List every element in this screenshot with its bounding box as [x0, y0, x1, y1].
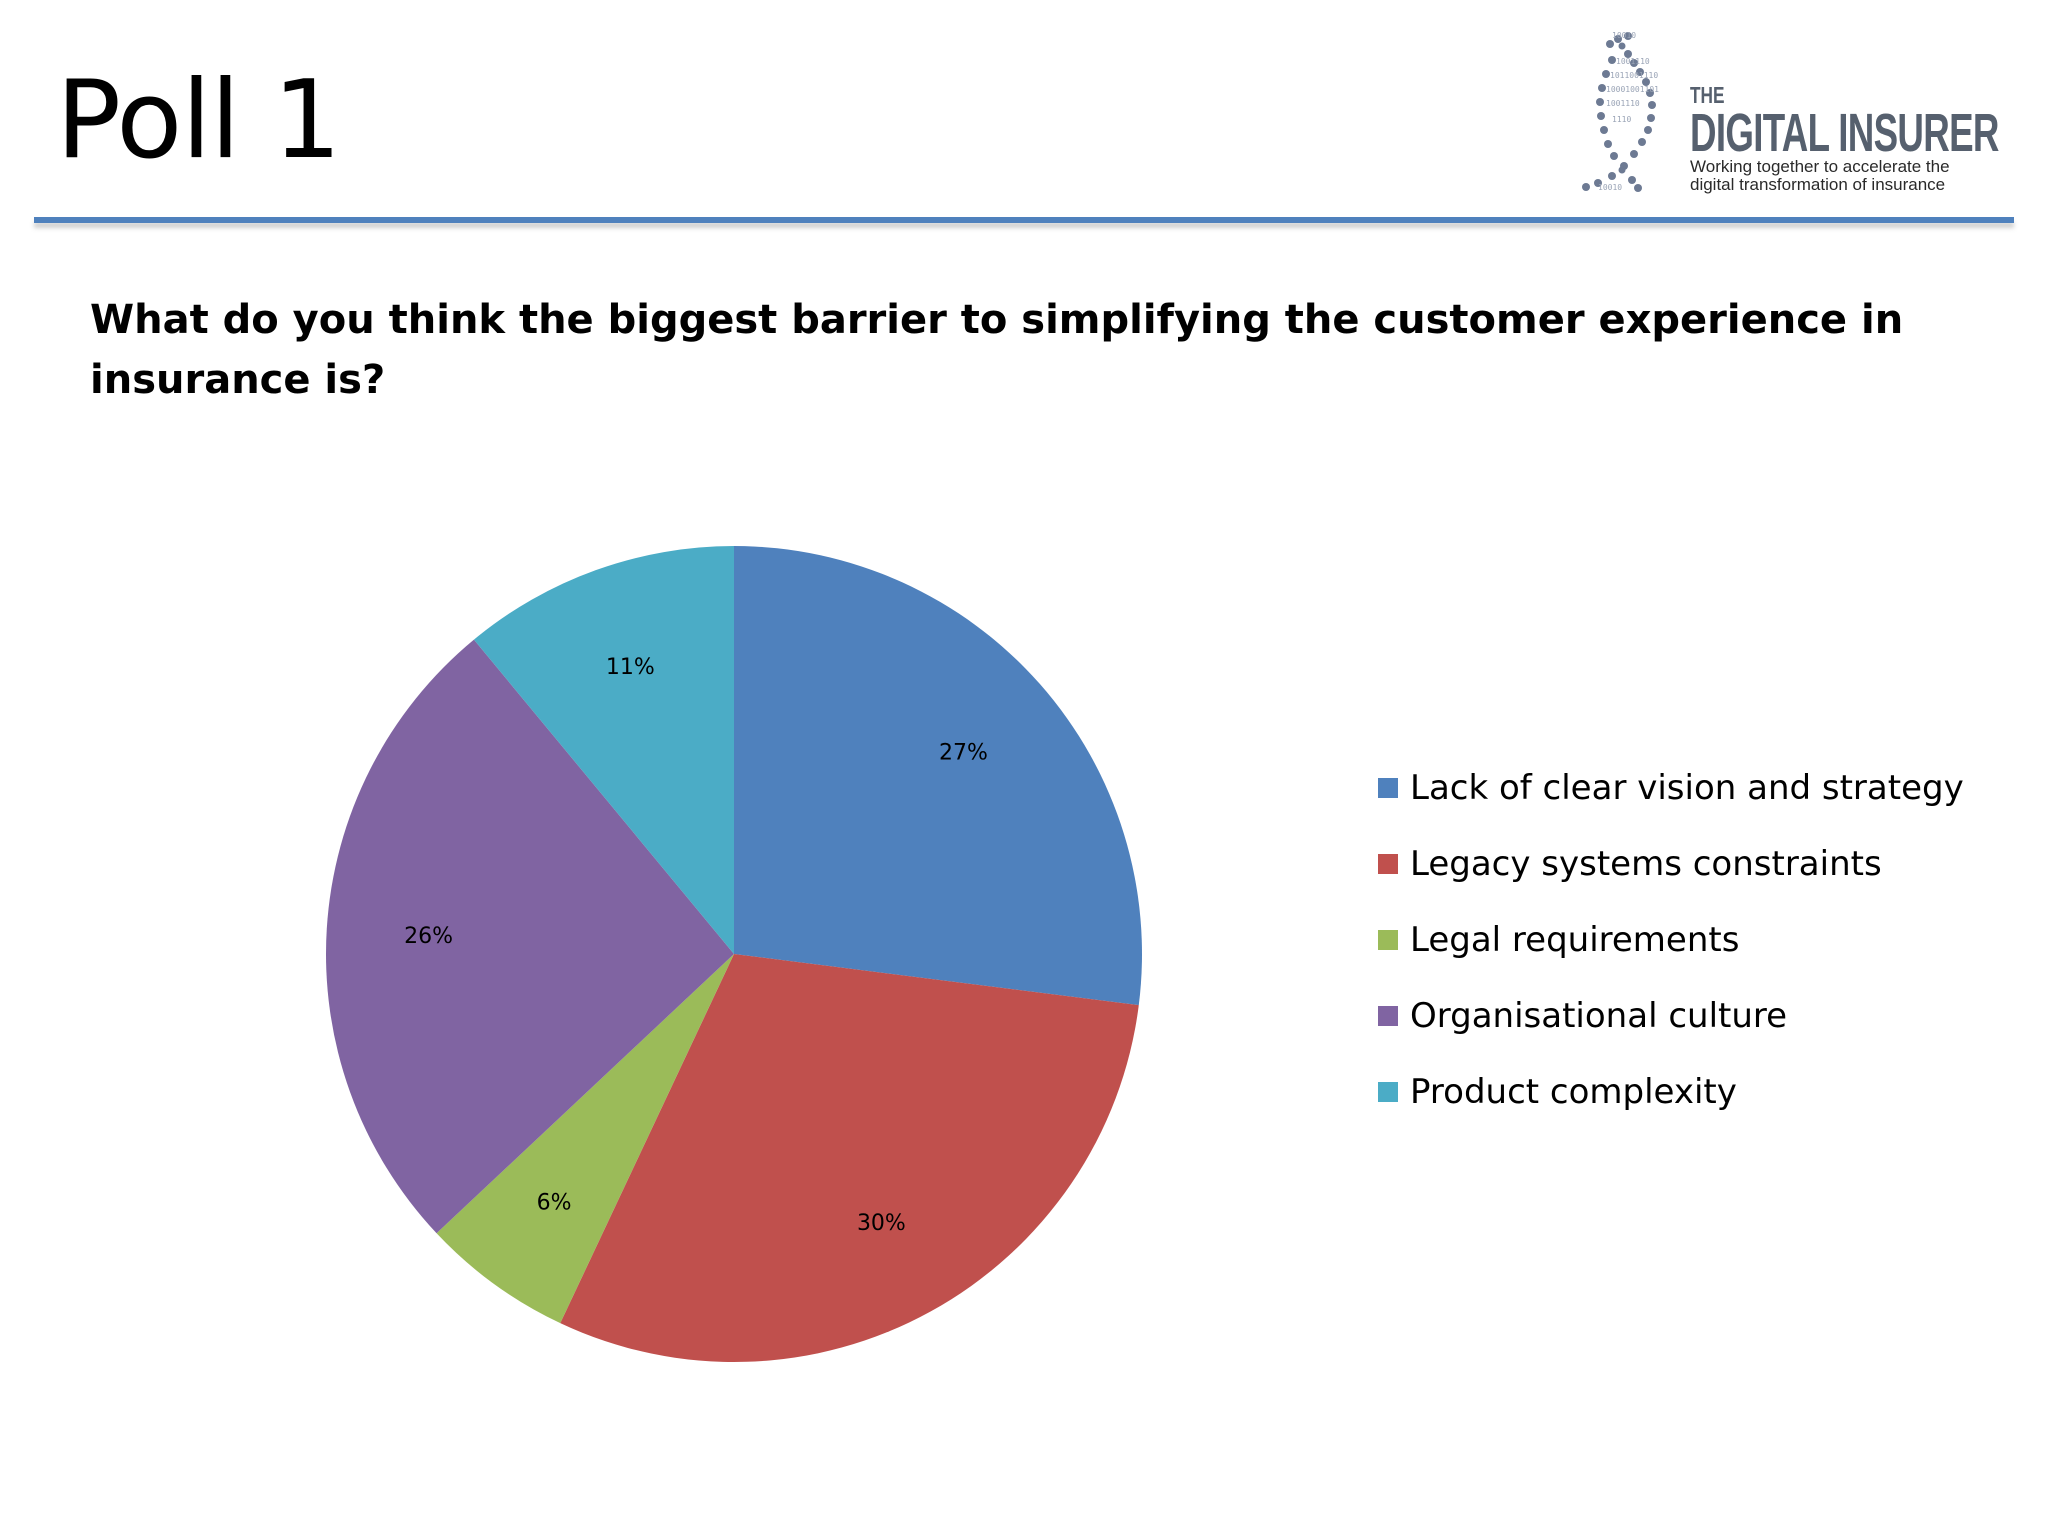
- legend-label-4: Product complexity: [1410, 1072, 1737, 1112]
- svg-text:10001001101: 10001001101: [1606, 85, 1659, 94]
- title-divider: [34, 217, 2014, 223]
- pie-data-labels: 27% 30% 6% 26% 11%: [404, 655, 988, 1236]
- poll-question: What do you think the biggest barrier to…: [90, 297, 1904, 403]
- chart-legend: Lack of clear vision and strategy Legacy …: [1378, 762, 1964, 1142]
- logo-tagline-line1: Working together to accelerate the: [1690, 157, 1950, 176]
- dna-helix-icon: 10010 1001110 1011001110 10001001101 100111…: [1582, 31, 1659, 192]
- logo-brand-small: THE: [1690, 82, 1725, 108]
- svg-text:10010: 10010: [1612, 31, 1636, 40]
- logo-tagline: Working together to accelerate the digit…: [1690, 158, 1950, 194]
- legend-swatch-4: [1378, 1082, 1398, 1102]
- svg-text:1110: 1110: [1612, 115, 1631, 124]
- legend-label-3: Organisational culture: [1410, 996, 1788, 1036]
- legend-item-0: Lack of clear vision and strategy: [1378, 762, 1964, 838]
- pie-slice-4: [473, 546, 734, 954]
- legend-swatch-0: [1378, 778, 1398, 798]
- logo-tagline-line2: digital transformation of insurance: [1690, 175, 1946, 194]
- legend-item-1: Legacy systems constraints: [1378, 838, 1964, 914]
- pie-slice-1: [560, 954, 1139, 1363]
- svg-text:1001110: 1001110: [1616, 57, 1650, 66]
- slide-title: Poll 1: [56, 58, 341, 183]
- legend-swatch-3: [1378, 1006, 1398, 1026]
- svg-text:10010: 10010: [1598, 183, 1622, 192]
- pie-data-label-1: 30%: [857, 1211, 906, 1236]
- legend-item-2: Legal requirements: [1378, 914, 1964, 990]
- company-logo: 10010 1001110 1011001110 10001001101 100111…: [1576, 30, 1999, 202]
- pie-data-label-2: 6%: [537, 1191, 572, 1216]
- legend-swatch-2: [1378, 930, 1398, 950]
- legend-swatch-1: [1378, 854, 1398, 874]
- pie-data-label-4: 11%: [606, 655, 655, 680]
- pie-data-label-0: 27%: [939, 741, 988, 766]
- legend-item-4: Product complexity: [1378, 1066, 1964, 1142]
- logo-brand-name: DIGITAL INSURER: [1690, 103, 1999, 163]
- pie-data-label-3: 26%: [404, 924, 453, 949]
- pie-slice-0: [734, 546, 1142, 1006]
- pie-slices: [325, 546, 1142, 1363]
- pie-slice-2: [436, 954, 734, 1324]
- svg-text:1011001110: 1011001110: [1610, 71, 1658, 80]
- svg-text:1001110: 1001110: [1606, 99, 1640, 108]
- legend-label-1: Legacy systems constraints: [1410, 844, 1882, 884]
- legend-label-0: Lack of clear vision and strategy: [1410, 768, 1964, 808]
- legend-label-2: Legal requirements: [1410, 920, 1740, 960]
- pie-slice-3: [325, 639, 734, 1234]
- legend-item-3: Organisational culture: [1378, 990, 1964, 1066]
